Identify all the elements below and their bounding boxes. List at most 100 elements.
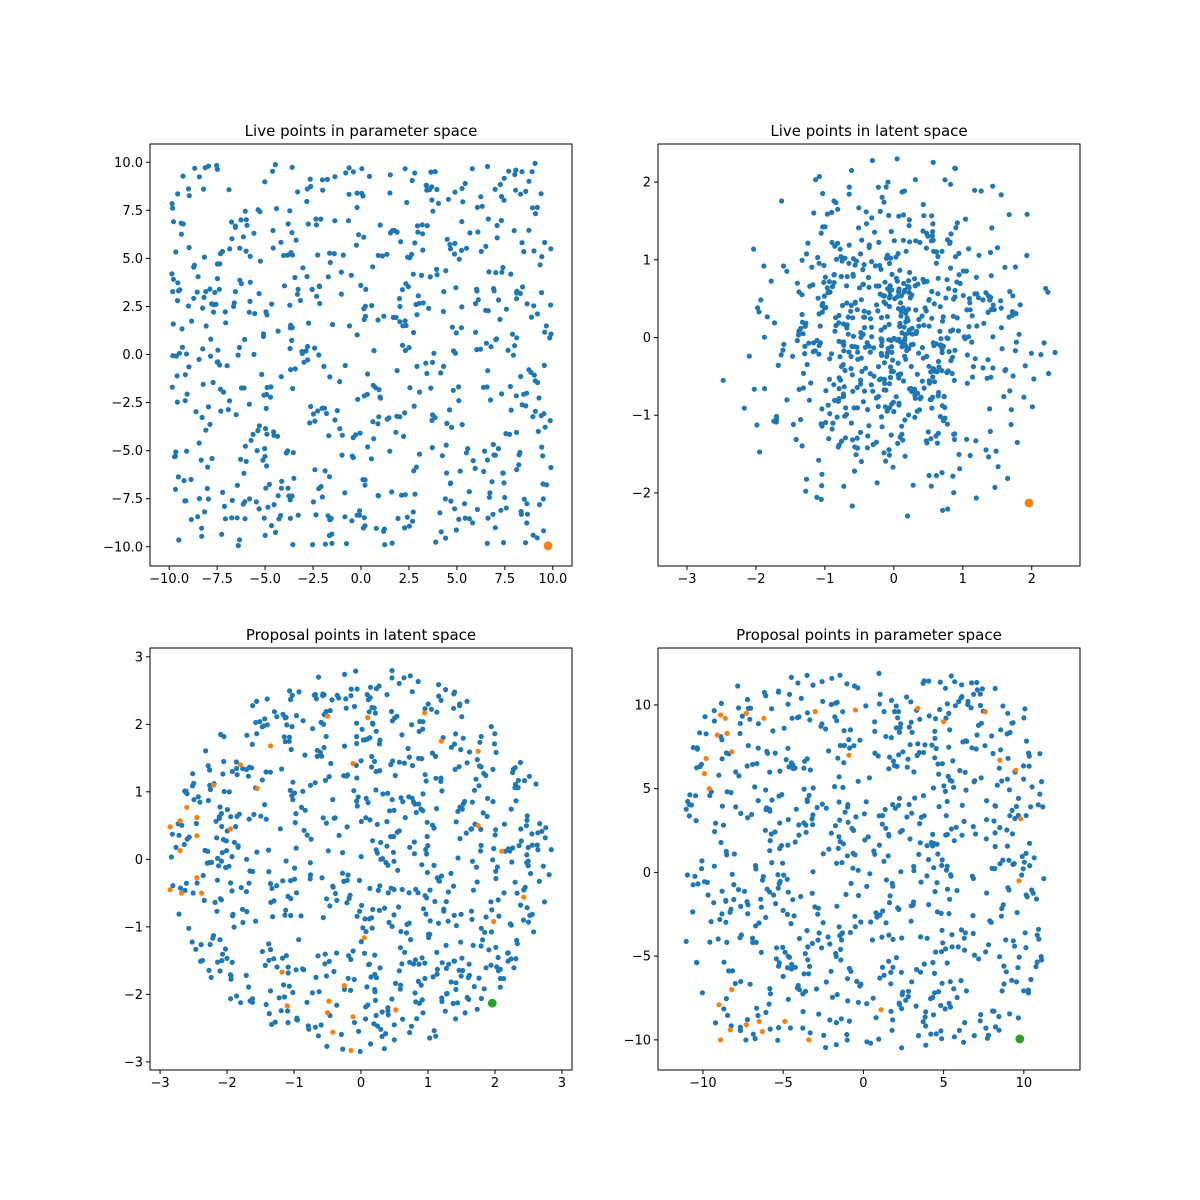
scatter-point-series-0: [776, 688, 782, 694]
scatter-point-series-0: [176, 537, 182, 543]
scatter-point-series-0: [270, 227, 276, 234]
scatter-point-series-0: [738, 810, 744, 816]
scatter-point-series-0: [512, 171, 518, 178]
scatter-point-series-0: [1010, 861, 1016, 867]
scatter-point-series-0: [800, 370, 807, 376]
scatter-point-series-0: [1001, 981, 1007, 987]
scatter-point-series-0: [869, 157, 875, 164]
scatter-point-series-0: [798, 893, 804, 900]
scatter-point-series-0: [399, 287, 405, 293]
scatter-point-series-0: [965, 701, 971, 708]
y-tick-label: −2: [632, 486, 651, 501]
y-tick-label: 2: [643, 176, 651, 191]
scatter-point-series-0: [906, 278, 912, 284]
scatter-point-series-0: [854, 445, 861, 451]
scatter-point-series-0: [823, 388, 829, 394]
scatter-point-series-0: [850, 865, 856, 871]
scatter-point-series-0: [928, 840, 934, 846]
scatter-point-series-0: [905, 306, 912, 312]
scatter-point-series-0: [434, 949, 440, 955]
scatter-point-series-0: [926, 902, 932, 908]
scatter-point-series-0: [747, 981, 753, 987]
scatter-point-series-0: [538, 191, 544, 197]
scatter-point-series-0: [433, 806, 440, 812]
scatter-point-series-0: [807, 717, 813, 723]
scatter-point-series-0: [435, 200, 442, 206]
scatter-point-series-1: [438, 738, 444, 744]
scatter-point-series-0: [263, 816, 269, 822]
scatter-point-series-0: [848, 308, 854, 314]
scatter-point-series-0: [859, 237, 865, 243]
scatter-point-series-0: [479, 203, 485, 209]
scatter-point-series-0: [855, 349, 861, 355]
scatter-point-series-0: [948, 872, 954, 878]
scatter-point-series-1: [706, 786, 712, 792]
scatter-point-series-0: [828, 830, 834, 836]
scatter-point-series-0: [238, 1000, 244, 1006]
scatter-point-series-0: [177, 885, 184, 891]
scatter-point-series-0: [933, 1031, 939, 1037]
y-tick-label: −2: [124, 988, 143, 1003]
scatter-point-series-0: [183, 788, 189, 794]
scatter-point-series-0: [982, 743, 988, 749]
scatter-point-series-0: [1004, 843, 1010, 849]
scatter-point-series-0: [841, 339, 847, 345]
scatter-point-series-0: [736, 773, 742, 779]
scatter-point-series-1: [177, 848, 183, 854]
scatter-point-series-0: [345, 872, 351, 878]
scatter-point-series-0: [472, 465, 478, 471]
scatter-point-series-0: [817, 340, 823, 346]
scatter-point-series-0: [806, 397, 812, 403]
scatter-point-series-0: [1021, 988, 1027, 994]
scatter-point-series-0: [834, 718, 840, 724]
scatter-point-series-0: [314, 747, 320, 753]
x-tick-label: −3: [677, 572, 696, 587]
scatter-point-series-0: [820, 851, 826, 857]
scatter-point-series-0: [698, 866, 705, 872]
scatter-point-series-0: [423, 846, 429, 853]
scatter-point-series-0: [351, 703, 358, 710]
scatter-point-series-0: [370, 838, 376, 844]
scatter-point-series-0: [190, 771, 196, 777]
scatter-point-series-0: [944, 798, 950, 805]
scatter-point-series-0: [423, 911, 429, 917]
scatter-point-series-0: [800, 385, 806, 391]
scatter-point-series-0: [427, 887, 433, 893]
scatter-point-series-0: [930, 785, 936, 791]
scatter-point-series-0: [370, 264, 376, 270]
scatter-point-series-0: [899, 827, 905, 833]
scatter-point-series-0: [433, 775, 439, 781]
scatter-point-series-0: [975, 295, 982, 301]
scatter-point-series-0: [823, 805, 829, 811]
scatter-point-series-1: [227, 826, 233, 832]
scatter-point-series-0: [371, 436, 377, 442]
scatter-point-series-0: [744, 696, 751, 703]
scatter-point-series-1: [330, 1029, 336, 1035]
scatter-point-series-0: [398, 928, 404, 935]
scatter-point-series-0: [938, 910, 944, 916]
scatter-point-series-0: [901, 188, 908, 194]
scatter-point-series-0: [306, 320, 312, 326]
scatter-point-series-0: [354, 190, 360, 196]
scatter-point-series-0: [458, 939, 464, 945]
scatter-point-series-0: [539, 828, 545, 834]
scatter-point-series-0: [732, 980, 738, 987]
scatter-point-series-0: [809, 264, 815, 270]
scatter-point-series-0: [469, 166, 475, 172]
scatter-point-series-0: [220, 951, 226, 957]
scatter-point-series-0: [1003, 969, 1009, 975]
x-tick-label: −5.0: [249, 572, 281, 587]
scatter-point-series-0: [485, 308, 491, 314]
scatter-point-series-0: [882, 279, 888, 285]
scatter-point-series-0: [521, 778, 528, 784]
scatter-point-series-0: [868, 382, 874, 388]
scatter-point-series-0: [899, 1045, 905, 1051]
y-tick-label: 5.0: [122, 252, 143, 267]
scatter-point-series-0: [281, 734, 287, 740]
scatter-point-series-1: [194, 814, 200, 821]
scatter-point-series-0: [405, 284, 411, 290]
scatter-point-series-0: [173, 249, 179, 255]
scatter-point-series-0: [493, 875, 499, 882]
